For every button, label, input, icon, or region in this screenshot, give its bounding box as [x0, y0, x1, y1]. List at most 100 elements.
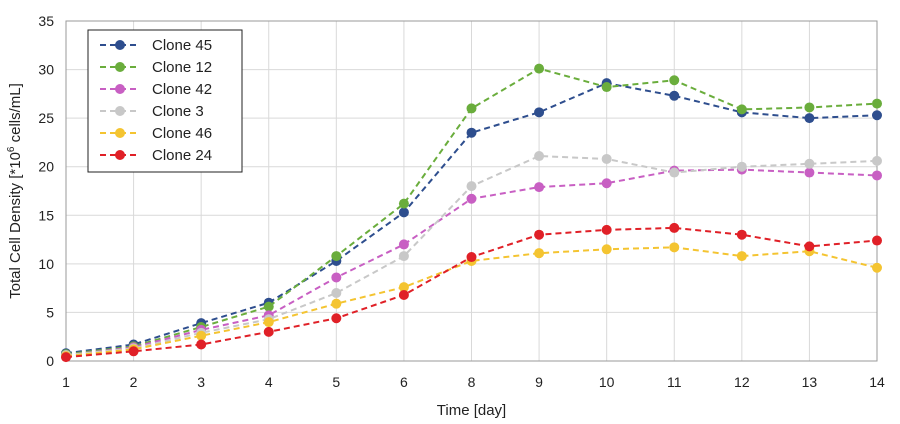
data-point	[669, 242, 680, 253]
x-tick-label: 14	[869, 374, 885, 390]
legend-marker	[115, 84, 125, 94]
data-point	[331, 313, 342, 324]
data-point	[196, 339, 207, 350]
data-point	[804, 102, 815, 113]
x-tick-label: 11	[667, 374, 682, 390]
series-clone-24	[61, 222, 882, 363]
y-axis-ticks: 0 5 10 15 20 25 30 35	[38, 13, 54, 369]
legend-marker	[115, 128, 125, 138]
data-point	[398, 289, 409, 300]
data-point	[872, 235, 882, 246]
data-point	[331, 298, 342, 309]
data-point	[804, 158, 815, 169]
data-point	[466, 181, 477, 192]
x-tick-label: 10	[599, 374, 615, 390]
legend-item: Clone 46	[100, 125, 212, 142]
data-point	[736, 104, 747, 115]
legend-label: Clone 42	[152, 81, 212, 98]
data-point	[466, 103, 477, 114]
data-point	[669, 75, 680, 86]
legend-item: Clone 12	[100, 59, 212, 76]
x-tick-label: 2	[130, 374, 138, 390]
legend: Clone 45 Clone 12 Clone 42 Clone 3 Clone 46 C…	[87, 29, 243, 173]
data-point	[398, 282, 409, 293]
data-point	[398, 239, 409, 250]
legend-label: Clone 3	[152, 103, 204, 120]
data-point	[804, 113, 815, 124]
data-point	[872, 170, 882, 181]
x-tick-label: 3	[197, 374, 205, 390]
data-point	[61, 352, 71, 363]
x-tick-label: 12	[734, 374, 750, 390]
legend-item: Clone 42	[100, 81, 212, 98]
legend-marker	[115, 150, 125, 160]
data-point	[872, 98, 882, 109]
y-tick-label: 10	[38, 256, 54, 272]
x-tick-label: 5	[332, 374, 340, 390]
legend-label: Clone 45	[152, 37, 212, 54]
data-point	[601, 82, 612, 93]
y-tick-label: 25	[38, 110, 54, 126]
x-tick-label: 8	[468, 374, 476, 390]
data-point	[669, 222, 680, 233]
data-point	[534, 63, 545, 74]
legend-label: Clone 46	[152, 125, 212, 142]
y-tick-label: 20	[38, 159, 54, 175]
data-point	[398, 198, 409, 209]
data-point	[669, 167, 680, 178]
data-point	[331, 272, 342, 283]
y-axis-title-main: Total Cell Density [*10	[7, 152, 24, 299]
y-tick-label: 15	[38, 207, 54, 223]
legend-marker	[115, 62, 125, 72]
plot-area-frame	[65, 20, 878, 362]
legend-box	[87, 29, 243, 173]
x-tick-label: 13	[802, 374, 818, 390]
y-axis-title-superscript: 6	[6, 146, 17, 152]
data-point	[331, 251, 342, 262]
legend-marker	[115, 106, 125, 116]
data-point	[736, 229, 747, 240]
data-point	[804, 167, 815, 178]
legend-item: Clone 3	[100, 103, 204, 120]
y-tick-label: 0	[46, 353, 54, 369]
data-point	[736, 251, 747, 262]
data-point	[263, 326, 274, 337]
data-point	[196, 330, 207, 341]
y-axis-title-suffix: cells/mL]	[7, 83, 24, 146]
data-point	[331, 288, 342, 298]
x-axis-title: Time [day]	[437, 402, 506, 419]
data-point	[601, 178, 612, 189]
x-axis-ticks: 1 2 3 4 5 6 8 9 10 11 12 13 14	[62, 374, 885, 390]
data-point	[804, 241, 815, 252]
y-tick-label: 5	[46, 304, 54, 320]
data-point	[263, 301, 274, 312]
data-point	[872, 110, 882, 121]
x-tick-label: 1	[62, 374, 70, 390]
x-tick-label: 9	[535, 374, 543, 390]
data-point	[534, 248, 545, 259]
legend-label: Clone 24	[152, 147, 212, 164]
legend-label: Clone 12	[152, 59, 212, 76]
data-point	[601, 153, 612, 164]
data-point	[534, 182, 545, 193]
legend-item: Clone 24	[100, 147, 212, 164]
data-point	[398, 251, 409, 262]
data-point	[736, 161, 747, 172]
data-point	[872, 155, 882, 166]
data-point	[466, 127, 477, 138]
x-tick-label: 6	[400, 374, 408, 390]
x-tick-label: 4	[265, 374, 273, 390]
data-point	[263, 317, 274, 328]
y-tick-label: 35	[38, 13, 54, 29]
data-point	[534, 229, 545, 240]
legend-item: Clone 45	[100, 37, 212, 54]
data-point	[466, 252, 477, 263]
data-point	[601, 224, 612, 235]
y-tick-label: 30	[38, 62, 54, 78]
data-point	[466, 193, 477, 204]
data-point	[669, 90, 680, 101]
data-point	[872, 262, 882, 273]
data-point	[534, 107, 545, 118]
data-point	[398, 207, 409, 218]
